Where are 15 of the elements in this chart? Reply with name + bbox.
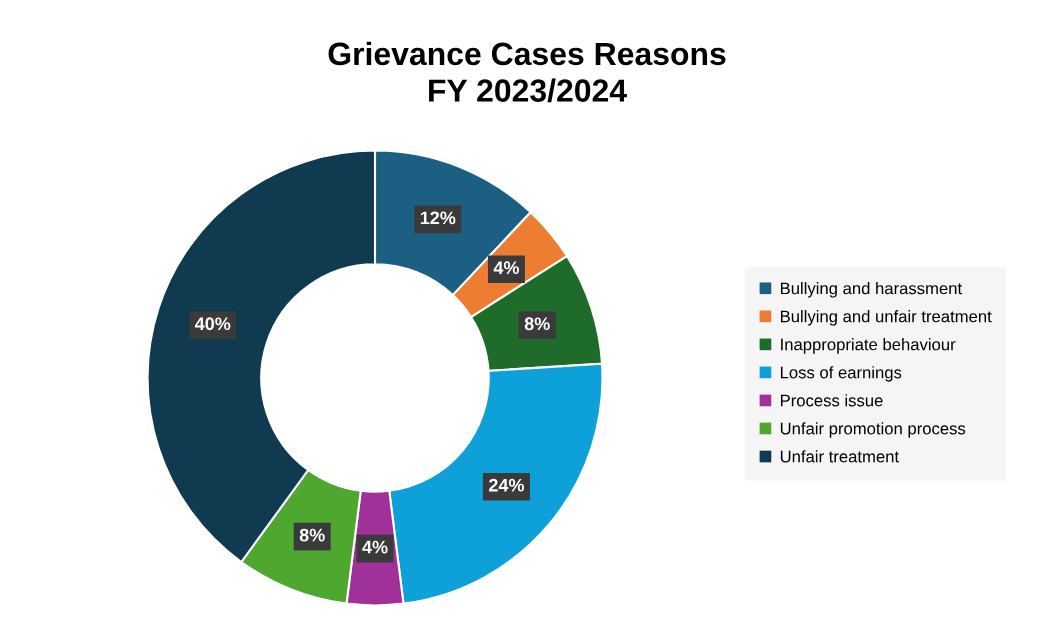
data-label: 4%	[362, 540, 388, 554]
data-label: 4%	[493, 261, 520, 275]
legend-label: Inappropriate behaviour	[781, 338, 956, 354]
data-label: 12%	[420, 211, 456, 225]
data-label: 8%	[524, 317, 550, 331]
legend-label: Bullying and unfair treatment	[780, 310, 992, 326]
legend-label: Loss of earnings	[780, 366, 902, 382]
data-label: 24%	[489, 478, 525, 492]
legend-label: Unfair promotion process	[780, 422, 966, 438]
data-label: 8%	[299, 528, 325, 542]
legend-label: Unfair treatment	[780, 450, 899, 463]
legend-label: Process issue	[780, 394, 883, 407]
data-label: 40%	[194, 317, 231, 331]
chart-title: Grievance Cases Reasons FY 2023/2024	[328, 41, 726, 103]
legend-label: Bullying and harassment	[780, 282, 962, 298]
